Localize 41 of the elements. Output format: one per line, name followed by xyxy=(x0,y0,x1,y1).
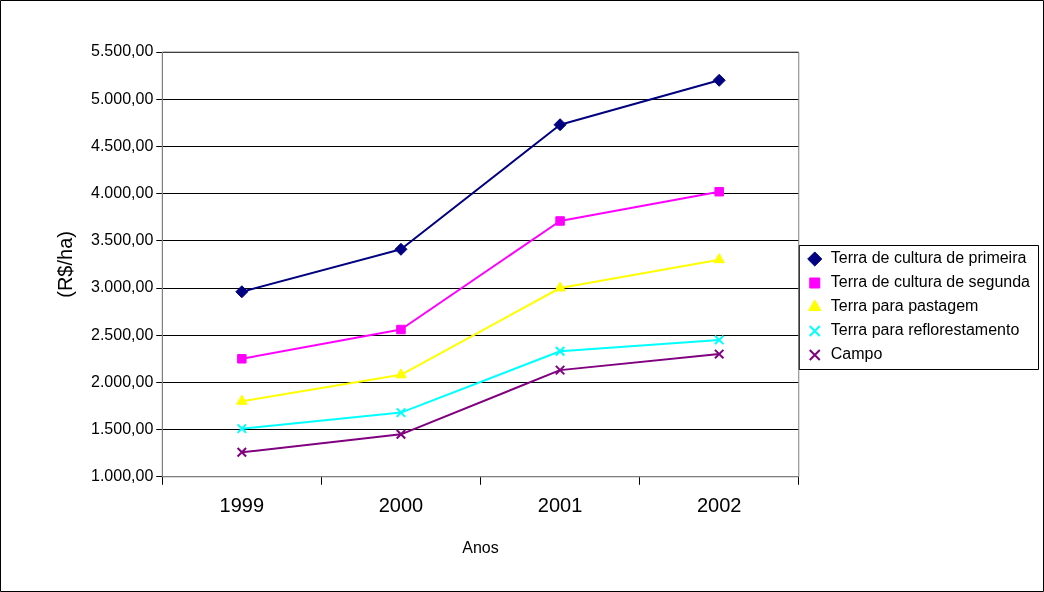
point xyxy=(554,346,566,357)
point xyxy=(236,394,248,405)
point xyxy=(394,242,408,256)
point xyxy=(554,364,566,376)
y-tick-label: 2.500,00 xyxy=(91,325,154,343)
point xyxy=(713,348,725,360)
x-tick-label: 1999 xyxy=(219,494,265,517)
y-tick-label: 1.500,00 xyxy=(91,420,154,438)
legend-label: Terra para reflorestamento xyxy=(830,321,1020,339)
point xyxy=(237,354,247,364)
point xyxy=(714,186,724,197)
point xyxy=(554,281,566,292)
y-tick-label: 5.000,00 xyxy=(91,89,154,107)
y-tick-label: 5.500,00 xyxy=(91,42,154,60)
y-tick-label: 2.000,00 xyxy=(91,372,154,390)
point xyxy=(713,334,725,346)
x-tick-label: 2000 xyxy=(378,494,424,517)
x-axis-title: Anos xyxy=(462,538,499,556)
x-tick-label: 2002 xyxy=(696,494,742,517)
point xyxy=(236,447,248,458)
point xyxy=(396,324,406,335)
y-tick-label: 4.500,00 xyxy=(91,136,154,154)
point xyxy=(236,423,248,434)
point xyxy=(555,216,565,226)
point xyxy=(713,253,725,264)
point xyxy=(395,407,407,418)
y-axis-title: (R$/ha) xyxy=(53,231,76,298)
point xyxy=(235,285,249,299)
point xyxy=(712,73,726,87)
legend-label: Terra para pastagem xyxy=(830,297,979,315)
x-tick-label: 2001 xyxy=(537,494,583,517)
legend-label: Campo xyxy=(830,345,883,363)
point xyxy=(395,429,407,440)
point xyxy=(395,368,407,379)
legend-label: Terra de cultura de segunda xyxy=(830,273,1031,291)
y-tick-label: 3.500,00 xyxy=(91,231,154,249)
y-tick-label: 1.000,00 xyxy=(91,467,154,485)
point xyxy=(553,118,567,132)
legend-label: Terra de cultura de primeira xyxy=(830,249,1027,267)
y-tick-label: 4.000,00 xyxy=(91,184,154,202)
y-tick-label: 3.000,00 xyxy=(91,278,154,296)
